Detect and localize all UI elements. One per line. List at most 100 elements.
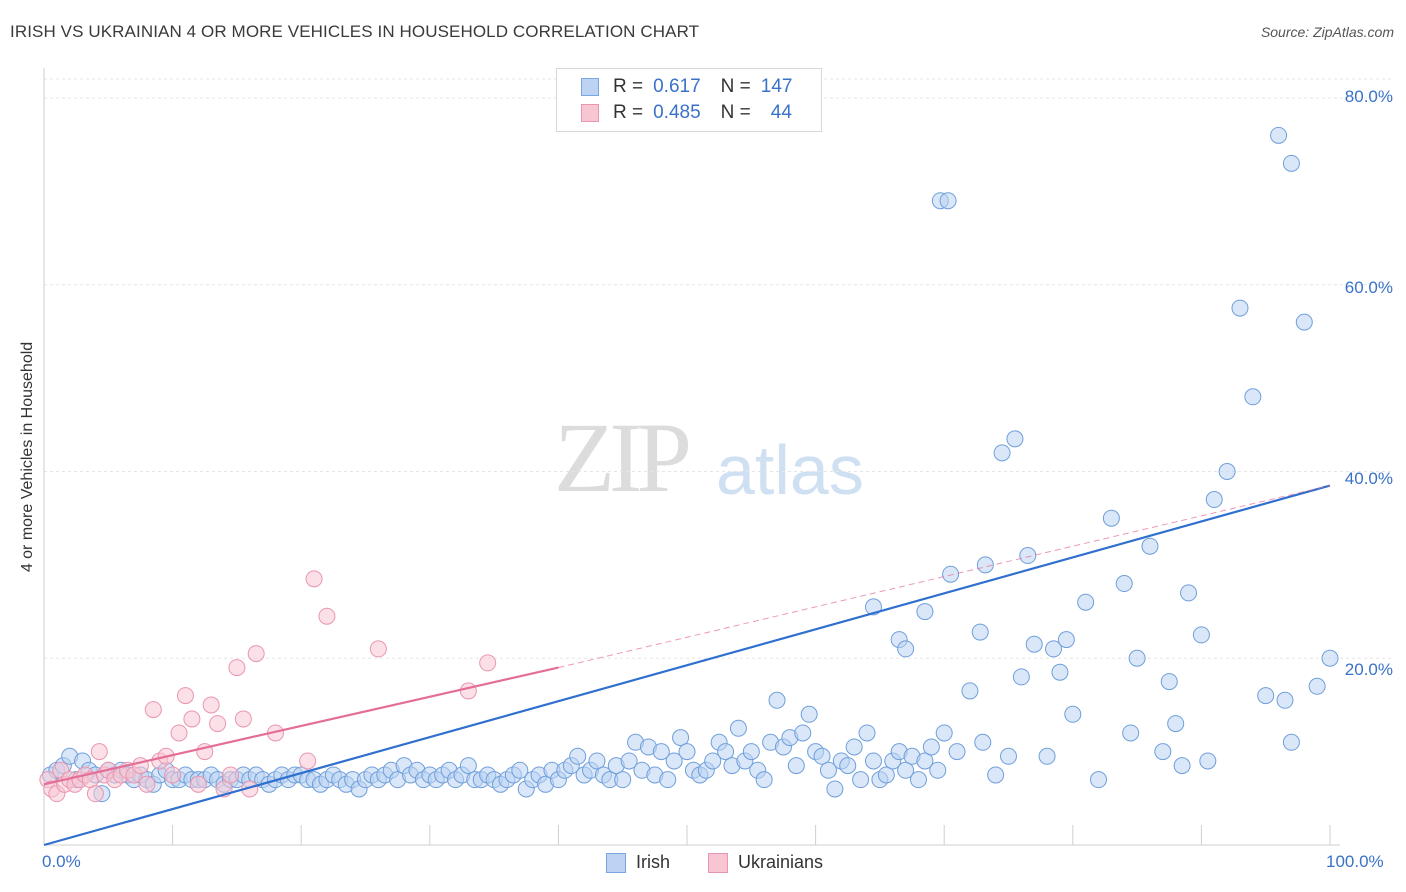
irish-point (897, 761, 915, 779)
irish-point (1218, 463, 1236, 480)
irish-point (852, 771, 870, 789)
irish-point (755, 771, 773, 789)
irish-point (922, 738, 940, 756)
watermark-zip: ZIP (554, 402, 692, 513)
irish-point (858, 724, 876, 742)
irish-point (1141, 537, 1159, 555)
irish-point (1192, 626, 1210, 644)
irish-point (704, 752, 722, 770)
irish-n-value: 147 (760, 76, 793, 97)
axes (43, 68, 1340, 846)
irish-point (1115, 575, 1133, 593)
irish-n-label: N = (720, 76, 751, 97)
irish-point (1102, 509, 1120, 527)
irish-point (942, 565, 960, 583)
ukrainian-point (369, 640, 387, 658)
irish-point (678, 743, 696, 761)
irish-point (976, 556, 994, 574)
irish-point (813, 747, 831, 765)
irish-point (1257, 687, 1275, 705)
irish-point (794, 724, 812, 742)
irish-point (961, 682, 979, 700)
irish-point (459, 757, 477, 775)
irish-point (1160, 673, 1178, 691)
y-tick-60: 60.0% (1344, 278, 1393, 297)
irish-point (916, 603, 934, 621)
irish-point (1295, 313, 1313, 331)
irish-point (916, 752, 934, 770)
irish-point (877, 766, 895, 784)
irish-point (1282, 733, 1300, 751)
irish-point (588, 752, 606, 770)
ukrainian-point (247, 645, 265, 663)
chart-title: IRISH VS UKRAINIAN 4 OR MORE VEHICLES IN… (10, 22, 700, 41)
irish-point (1045, 640, 1063, 658)
ukr-r-value: 0.485 (653, 102, 701, 123)
irish-point (1199, 752, 1217, 770)
irish-trend-line (43, 484, 1331, 847)
ukrainian-point (228, 659, 246, 677)
irish-point (742, 743, 760, 761)
irish-point (1000, 747, 1017, 765)
irish-point (974, 733, 992, 751)
ukrainian-point (318, 607, 336, 625)
irish-point (652, 743, 670, 761)
irish-swatch (581, 78, 599, 96)
ukrainian-point (144, 701, 162, 719)
irish-point (729, 719, 747, 737)
bottom-legend-irish: Irish (606, 852, 670, 873)
irish-point (987, 766, 1005, 784)
irish-point (1282, 154, 1300, 172)
irish-point (897, 640, 915, 658)
ukrainian-point (164, 766, 182, 784)
ukr-r-label: R = (613, 102, 644, 123)
grid-lines (44, 78, 1394, 659)
source-credit: Source: ZipAtlas.com (1260, 24, 1394, 40)
legend-row-irish: R = 0.617 N = 147 (581, 75, 792, 99)
watermark-atlas: atlas (716, 431, 864, 509)
irish-point (614, 771, 632, 789)
irish-point (1276, 691, 1294, 709)
irish-point (993, 444, 1011, 462)
irish-point (826, 780, 844, 798)
ukrainian-point (305, 570, 323, 588)
ukrainian-point (479, 654, 497, 672)
bottom-irish-label: Irish (636, 852, 671, 872)
irish-point (1244, 388, 1262, 406)
irish-point (1308, 677, 1326, 695)
irish-point (1173, 757, 1191, 775)
irish-point (939, 192, 957, 210)
trend-lines (43, 484, 1331, 847)
irish-point (819, 761, 837, 779)
irish-points (41, 126, 1339, 803)
irish-point (909, 771, 927, 789)
irish-point (511, 761, 529, 779)
irish-point (1064, 705, 1082, 723)
irish-point (787, 757, 805, 775)
ukr-n-label: N = (720, 102, 751, 123)
ukrainian-point (176, 687, 194, 705)
irish-point (659, 771, 677, 789)
irish-point (1122, 724, 1140, 742)
ukrainian-point (459, 682, 477, 700)
ukrainian-point (209, 715, 227, 733)
ukrainian-point (183, 710, 201, 728)
x-tick-0: 0.0% (42, 852, 81, 871)
irish-point (1128, 649, 1146, 667)
correlation-legend: R = 0.617 N = 147 R = 0.485 N = 44 (556, 68, 822, 132)
irish-point (800, 705, 818, 723)
ukrainian-swatch (581, 104, 599, 122)
ukrainian-point (189, 775, 207, 793)
irish-point (768, 691, 786, 709)
irish-point (1231, 299, 1249, 317)
ukrainian-trend-line (43, 666, 559, 786)
y-axis-label: 4 or more Vehicles in Household (19, 341, 36, 573)
bottom-irish-swatch (606, 852, 626, 873)
ukrainian-point (221, 766, 239, 784)
irish-point (1180, 584, 1198, 602)
irish-point (1006, 430, 1024, 448)
y-tick-20: 20.0% (1344, 660, 1393, 679)
irish-point (1012, 668, 1030, 686)
irish-point (1038, 747, 1056, 765)
irish-point (1051, 663, 1069, 681)
